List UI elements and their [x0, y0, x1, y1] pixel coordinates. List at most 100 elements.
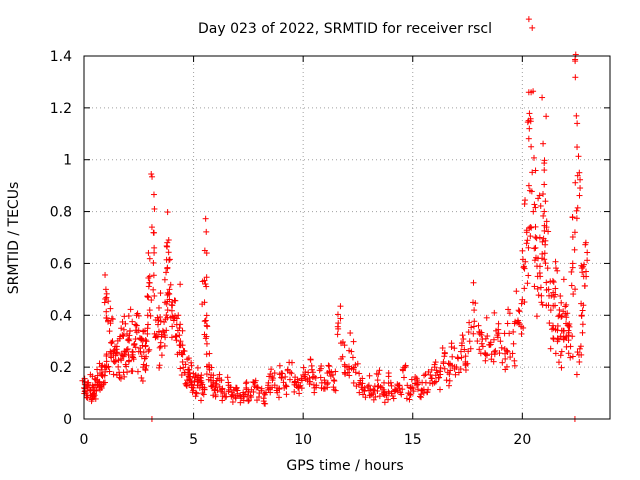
data-point	[577, 343, 584, 350]
data-point	[519, 247, 526, 254]
data-point	[375, 371, 382, 378]
data-point	[148, 171, 155, 178]
data-point	[138, 374, 145, 381]
data-point	[119, 332, 126, 339]
data-point	[158, 333, 165, 340]
data-point	[250, 379, 257, 386]
data-point	[197, 380, 204, 387]
data-point	[574, 204, 581, 211]
data-point	[476, 346, 483, 353]
data-point	[581, 282, 588, 289]
data-point	[143, 353, 150, 360]
chart-title: Day 023 of 2022, SRMTID for receiver rsc…	[198, 21, 492, 37]
data-point	[156, 364, 163, 371]
data-point	[96, 378, 103, 385]
data-point	[169, 299, 176, 306]
data-point	[105, 363, 112, 370]
data-point	[342, 369, 349, 376]
data-point	[377, 383, 384, 390]
data-point	[401, 364, 408, 371]
data-point	[437, 371, 444, 378]
data-point	[250, 388, 257, 395]
data-point	[568, 282, 575, 289]
data-point	[554, 322, 561, 329]
data-point	[109, 316, 116, 323]
data-point	[376, 393, 383, 400]
data-point	[347, 330, 354, 337]
data-point	[181, 348, 188, 355]
data-point	[106, 368, 113, 375]
data-point	[338, 355, 345, 362]
data-point	[144, 321, 151, 328]
data-point	[163, 269, 170, 276]
plot-frame	[83, 55, 611, 420]
data-point	[541, 181, 548, 188]
data-point	[165, 236, 172, 243]
data-point	[544, 265, 551, 272]
data-point	[180, 364, 187, 371]
data-point	[202, 317, 209, 324]
data-point	[103, 351, 110, 358]
data-point	[406, 396, 413, 403]
data-point	[413, 375, 420, 382]
data-point	[278, 375, 285, 382]
data-point	[309, 374, 316, 381]
data-point	[164, 239, 171, 246]
data-point	[166, 291, 173, 298]
data-point	[133, 322, 140, 329]
y-axis-label-wrap: SRMTID / TECUs	[6, 182, 22, 295]
data-point	[525, 244, 532, 251]
data-point	[311, 389, 318, 396]
data-point	[271, 370, 278, 377]
data-point	[201, 318, 208, 325]
data-point	[324, 381, 331, 388]
data-point	[522, 258, 529, 265]
data-point	[188, 362, 195, 369]
data-point	[163, 327, 170, 334]
data-point	[202, 335, 209, 342]
data-point	[115, 363, 122, 370]
data-point	[118, 325, 125, 332]
data-point	[495, 326, 502, 333]
data-point	[556, 306, 563, 313]
data-point	[108, 339, 115, 346]
data-point	[531, 154, 538, 161]
data-point	[510, 340, 517, 347]
data-point	[346, 372, 353, 379]
data-point	[525, 16, 532, 23]
data-point	[490, 336, 497, 343]
data-point	[146, 346, 153, 353]
data-point	[140, 349, 147, 356]
data-point	[440, 360, 447, 367]
data-point	[334, 331, 341, 338]
data-point	[146, 279, 153, 286]
data-point	[579, 307, 586, 314]
data-point	[149, 173, 156, 180]
data-point	[541, 250, 548, 257]
data-point	[385, 380, 392, 387]
data-point	[120, 326, 127, 333]
data-point	[569, 264, 576, 271]
data-point	[320, 385, 327, 392]
data-point	[150, 259, 157, 266]
data-point	[106, 328, 113, 335]
data-point	[388, 390, 395, 397]
data-point	[151, 205, 158, 212]
data-point	[399, 386, 406, 393]
data-point	[372, 393, 379, 400]
data-point	[558, 299, 565, 306]
data-point	[528, 224, 535, 231]
data-point	[326, 363, 333, 370]
data-point	[539, 191, 546, 198]
data-point	[574, 349, 581, 356]
data-point	[296, 383, 303, 390]
data-point	[483, 352, 490, 359]
data-point	[130, 354, 137, 361]
data-point	[103, 308, 110, 315]
data-point	[539, 94, 546, 101]
data-point	[232, 394, 239, 401]
data-point	[341, 342, 348, 349]
data-point	[182, 361, 189, 368]
data-point	[516, 308, 523, 315]
data-point	[527, 233, 534, 240]
